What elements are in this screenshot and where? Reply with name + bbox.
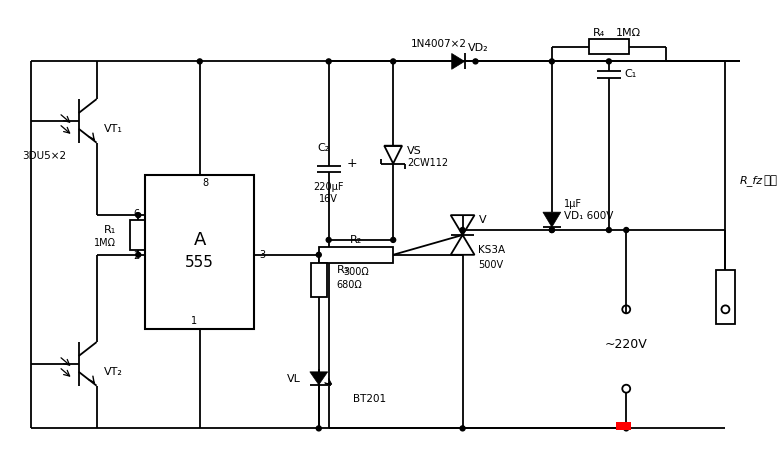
Polygon shape xyxy=(452,53,464,69)
Bar xyxy=(715,270,735,324)
Text: 300Ω: 300Ω xyxy=(343,266,368,277)
Bar xyxy=(145,176,254,329)
Text: 555: 555 xyxy=(185,255,214,270)
Text: BT201: BT201 xyxy=(354,394,386,404)
Text: 负载: 负载 xyxy=(763,174,777,187)
Circle shape xyxy=(606,59,612,64)
Circle shape xyxy=(326,237,331,242)
Circle shape xyxy=(136,213,141,218)
Text: V: V xyxy=(478,215,486,225)
Text: 1N4007×2: 1N4007×2 xyxy=(411,39,467,48)
Circle shape xyxy=(460,426,465,431)
Bar xyxy=(616,422,631,431)
Text: VS: VS xyxy=(407,146,421,156)
Text: R₂: R₂ xyxy=(350,235,362,245)
Text: 3DU5×2: 3DU5×2 xyxy=(22,151,66,160)
Text: VL: VL xyxy=(287,374,301,384)
Text: 680Ω: 680Ω xyxy=(337,279,362,290)
Text: 220μF: 220μF xyxy=(313,183,344,192)
Circle shape xyxy=(549,228,555,232)
Text: 2: 2 xyxy=(133,251,139,261)
Text: 1MΩ: 1MΩ xyxy=(94,238,116,248)
Text: 1: 1 xyxy=(191,316,197,326)
Text: 8: 8 xyxy=(203,178,209,189)
Text: VT₂: VT₂ xyxy=(104,367,122,377)
Polygon shape xyxy=(310,372,328,385)
Text: A: A xyxy=(193,231,206,249)
Text: 6: 6 xyxy=(133,209,139,219)
Text: 500V: 500V xyxy=(478,260,503,270)
Text: C₂: C₂ xyxy=(318,143,330,153)
Circle shape xyxy=(460,228,465,232)
Text: 1MΩ: 1MΩ xyxy=(616,28,641,38)
Text: R₃: R₃ xyxy=(337,265,349,275)
Circle shape xyxy=(549,228,555,232)
Circle shape xyxy=(316,426,321,431)
Circle shape xyxy=(391,59,396,64)
Bar xyxy=(319,247,393,263)
Text: 3: 3 xyxy=(259,250,266,260)
Text: R₁: R₁ xyxy=(104,225,116,235)
Text: R₄: R₄ xyxy=(593,28,605,38)
Circle shape xyxy=(136,252,141,257)
Circle shape xyxy=(391,237,396,242)
Text: R_fz: R_fz xyxy=(739,175,763,186)
Circle shape xyxy=(624,228,629,232)
Bar xyxy=(311,263,326,297)
Text: ~220V: ~220V xyxy=(605,337,647,350)
Circle shape xyxy=(316,252,321,257)
Circle shape xyxy=(606,228,612,232)
Circle shape xyxy=(326,59,331,64)
Text: +: + xyxy=(347,157,358,170)
Bar xyxy=(589,39,629,54)
Text: 16V: 16V xyxy=(319,194,338,204)
Circle shape xyxy=(473,59,478,64)
Circle shape xyxy=(197,59,203,64)
Text: VT₁: VT₁ xyxy=(104,124,122,134)
Text: KS3A: KS3A xyxy=(478,245,506,255)
Text: VD₁ 600V: VD₁ 600V xyxy=(564,211,613,221)
Text: VD₂: VD₂ xyxy=(467,42,488,53)
Circle shape xyxy=(624,426,629,431)
Bar xyxy=(130,220,146,250)
Text: 2CW112: 2CW112 xyxy=(407,158,448,167)
Text: 1μF: 1μF xyxy=(564,199,582,209)
Circle shape xyxy=(549,59,555,64)
Polygon shape xyxy=(543,212,561,227)
Text: C₁: C₁ xyxy=(625,69,637,79)
